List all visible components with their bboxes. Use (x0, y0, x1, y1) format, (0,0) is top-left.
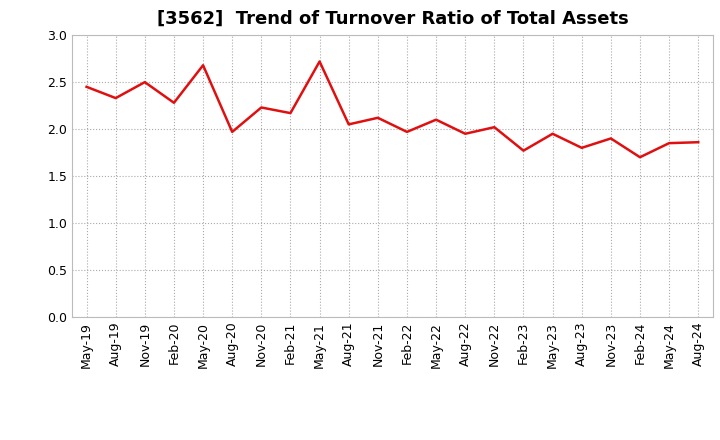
Title: [3562]  Trend of Turnover Ratio of Total Assets: [3562] Trend of Turnover Ratio of Total … (156, 10, 629, 28)
